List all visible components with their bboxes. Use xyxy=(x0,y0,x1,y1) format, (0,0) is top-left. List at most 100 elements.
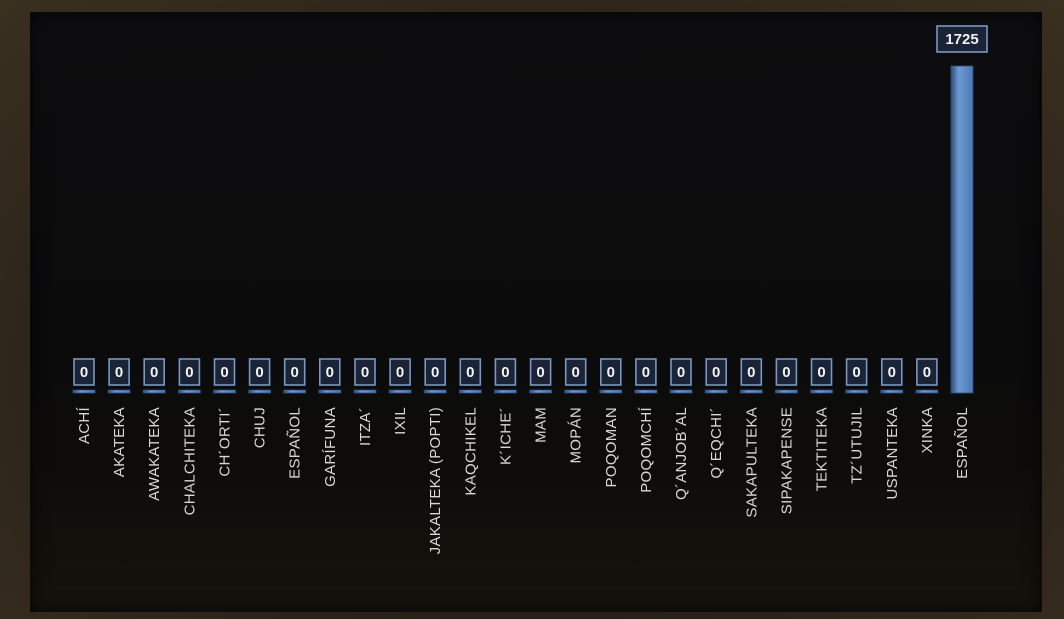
bar-13 xyxy=(529,389,552,394)
x-tick-label-13: MAM xyxy=(533,407,550,443)
data-label-17: 0 xyxy=(670,358,692,386)
data-label-box xyxy=(248,358,271,386)
bar-1 xyxy=(107,389,131,394)
data-label-box xyxy=(599,358,622,386)
data-label-box xyxy=(389,358,411,386)
bar-25 xyxy=(950,65,974,394)
bars-group xyxy=(72,65,974,394)
x-tick-label-19: SAKAPULTEKA xyxy=(743,407,760,518)
bar-14 xyxy=(564,389,588,394)
data-label-8: 0 xyxy=(354,358,376,386)
x-tick-label-6: ESPAÑOL xyxy=(287,407,304,479)
data-label-text: 0 xyxy=(607,364,615,381)
data-label-text: 0 xyxy=(536,364,544,381)
data-label-box xyxy=(318,358,341,386)
x-tick-label-11: KAQCHIKEL xyxy=(462,407,479,496)
data-label-11: 0 xyxy=(459,358,482,386)
data-labels-group: 0 0 0 0 0 0 0 0 0 0 0 0 0 0 0 0 0 0 0 0 0 0 0 0 0 1725 xyxy=(73,25,988,386)
bar-9 xyxy=(388,389,412,394)
data-label-10: 0 xyxy=(424,358,447,386)
data-label-box xyxy=(936,25,988,53)
data-label-box xyxy=(635,358,657,386)
data-label-text: 0 xyxy=(115,364,123,381)
data-label-4: 0 xyxy=(213,358,236,386)
data-label-text: 0 xyxy=(747,364,755,381)
data-label-0: 0 xyxy=(73,358,95,386)
bar-11 xyxy=(458,389,482,394)
x-tick-label-2: AWAKATEKA xyxy=(146,407,163,501)
data-label-text: 0 xyxy=(431,364,439,381)
x-tick-label-10: JAKALTEKA (POPTI) xyxy=(427,407,444,554)
bar-5 xyxy=(248,389,272,394)
data-label-text: 0 xyxy=(396,364,404,381)
bar-19 xyxy=(739,389,763,394)
bar-22 xyxy=(845,389,868,394)
data-label-25: 1725 xyxy=(936,25,988,53)
data-label-24: 0 xyxy=(916,358,938,386)
bar-2 xyxy=(142,389,166,394)
data-label-text: 0 xyxy=(326,364,334,381)
data-label-text: 0 xyxy=(923,364,931,381)
x-tick-label-24: XINKA xyxy=(919,407,936,454)
bar-0 xyxy=(72,389,96,394)
data-label-box xyxy=(354,358,376,386)
data-label-text: 0 xyxy=(888,364,896,381)
data-label-text: 0 xyxy=(572,364,580,381)
bar-4 xyxy=(213,389,236,394)
bar-16 xyxy=(634,389,658,394)
x-tick-label-8: ITZA´ xyxy=(357,407,374,446)
data-label-box xyxy=(705,358,728,386)
data-label-text: 0 xyxy=(466,364,474,381)
x-tick-label-17: Q´ANJOB´AL xyxy=(673,407,690,500)
x-tick-labels-group: ACHÍ AKATEKA AWAKATEKA CHALCHITEKA CH´ORTI´ C… xyxy=(76,406,971,554)
data-label-box xyxy=(108,358,130,386)
chart-panel xyxy=(30,12,1042,612)
x-tick-label-3: CHALCHITEKA xyxy=(181,407,198,515)
data-label-box xyxy=(283,358,306,386)
data-label-text: 0 xyxy=(782,364,790,381)
data-label-text: 1725 xyxy=(945,31,978,48)
data-label-box xyxy=(845,358,868,386)
data-label-text: 0 xyxy=(677,364,685,381)
x-tick-label-14: MOPÁN xyxy=(568,407,585,464)
data-label-box xyxy=(564,358,587,386)
data-label-box xyxy=(424,358,447,386)
data-label-6: 0 xyxy=(283,358,306,386)
data-label-16: 0 xyxy=(635,358,657,386)
bar-24 xyxy=(915,389,939,394)
data-label-text: 0 xyxy=(150,364,158,381)
data-label-18: 0 xyxy=(705,358,728,386)
data-label-text: 0 xyxy=(361,364,369,381)
data-label-14: 0 xyxy=(564,358,587,386)
data-label-box xyxy=(740,358,763,386)
data-label-text: 0 xyxy=(642,364,650,381)
x-tick-label-15: POQOMAN xyxy=(603,407,620,487)
data-label-12: 0 xyxy=(494,358,517,386)
bar-3 xyxy=(177,389,201,394)
bar-17 xyxy=(669,389,693,394)
bar-12 xyxy=(493,389,517,394)
bar-7 xyxy=(318,389,342,394)
data-label-2: 0 xyxy=(143,358,165,386)
data-label-box xyxy=(143,358,165,386)
data-label-text: 0 xyxy=(80,364,88,381)
data-label-box xyxy=(810,358,833,386)
bar-15 xyxy=(599,389,623,394)
data-label-text: 0 xyxy=(255,364,263,381)
data-label-text: 0 xyxy=(185,364,193,381)
data-label-5: 0 xyxy=(248,358,271,386)
bar-23 xyxy=(880,389,904,394)
data-label-box xyxy=(73,358,95,386)
x-tick-label-0: ACHÍ xyxy=(76,406,93,444)
data-label-text: 0 xyxy=(501,364,509,381)
data-label-box xyxy=(880,358,903,386)
x-tick-label-4: CH´ORTI´ xyxy=(217,407,234,477)
data-label-19: 0 xyxy=(740,358,763,386)
bar-6 xyxy=(283,389,307,394)
data-label-box xyxy=(529,358,552,386)
data-label-text: 0 xyxy=(220,364,228,381)
x-tick-label-12: K´ICHE´ xyxy=(497,407,514,465)
bar-21 xyxy=(810,389,833,394)
x-tick-label-22: TZ´UTUJIL xyxy=(849,407,866,484)
x-tick-label-23: USPANTEKA xyxy=(884,407,901,499)
